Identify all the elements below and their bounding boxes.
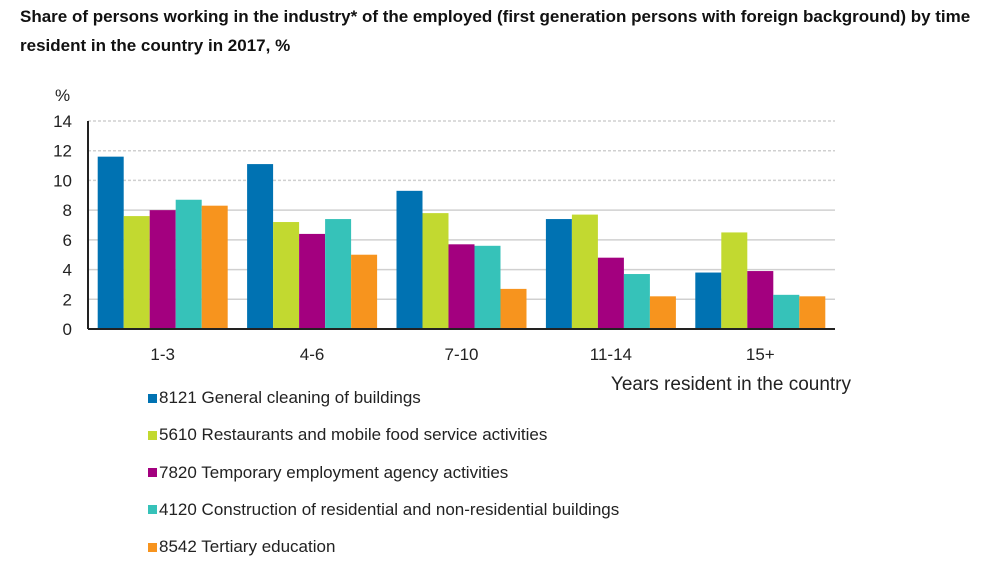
bar: [351, 254, 378, 329]
legend-swatch: [148, 505, 157, 515]
y-tick-label: 8: [63, 201, 72, 220]
y-tick-label: 10: [53, 171, 72, 190]
legend-item: 5610 Restaurants and mobile food service…: [148, 425, 547, 445]
bar: [97, 156, 124, 329]
bar: [325, 219, 352, 329]
bar: [247, 164, 274, 329]
bar: [474, 245, 501, 329]
legend-label: 7820 Temporary employment agency activit…: [159, 462, 509, 482]
x-axis-label: Years resident in the country: [611, 374, 852, 395]
bar: [545, 219, 572, 329]
legend-label: 5610 Restaurants and mobile food service…: [159, 425, 548, 445]
legend-swatch: [148, 468, 157, 478]
x-tick-label: 4-6: [300, 345, 325, 364]
bar: [747, 271, 774, 329]
y-tick-label: 4: [63, 261, 72, 280]
x-tick-label: 15+: [746, 345, 775, 364]
bar: [149, 210, 176, 329]
bar: [299, 233, 326, 329]
legend-item: 4120 Construction of residential and non…: [148, 500, 619, 520]
legend-label: 8542 Tertiary education: [159, 537, 336, 557]
legend-swatch: [148, 542, 157, 552]
bar: [422, 213, 449, 329]
y-tick-label: 6: [63, 231, 72, 250]
legend-item: 7820 Temporary employment agency activit…: [148, 463, 508, 483]
x-tick-label: 7-10: [444, 345, 478, 364]
bar: [799, 296, 826, 329]
y-tick-label: 2: [63, 290, 72, 309]
legend-swatch: [148, 393, 157, 403]
y-tick-label: 14: [53, 112, 72, 131]
bar: [396, 190, 423, 329]
bar: [175, 199, 202, 329]
legend-item: 8542 Tertiary education: [148, 537, 335, 557]
legend-item: 8121 General cleaning of buildings: [148, 388, 421, 408]
x-tick-label: 1-3: [150, 345, 175, 364]
bar: [597, 257, 624, 329]
bar: [123, 216, 150, 329]
y-axis-label: %: [55, 86, 70, 105]
bar: [273, 222, 300, 329]
y-tick-label: 12: [53, 142, 72, 161]
bar: [695, 272, 722, 329]
legend-label: 4120 Construction of residential and non…: [159, 499, 620, 519]
bar: [623, 274, 650, 329]
bar: [448, 244, 475, 329]
bar: [571, 214, 598, 329]
bar: [773, 294, 800, 329]
legend-swatch: [148, 430, 157, 440]
bar: [201, 205, 228, 329]
bar: [649, 296, 676, 329]
legend-label: 8121 General cleaning of buildings: [159, 388, 421, 407]
bar: [500, 288, 527, 329]
bar: [721, 232, 748, 329]
x-tick-label: 11-14: [590, 345, 632, 364]
y-tick-label: 0: [63, 320, 72, 339]
chart-title: Share of persons working in the industry…: [20, 7, 971, 55]
